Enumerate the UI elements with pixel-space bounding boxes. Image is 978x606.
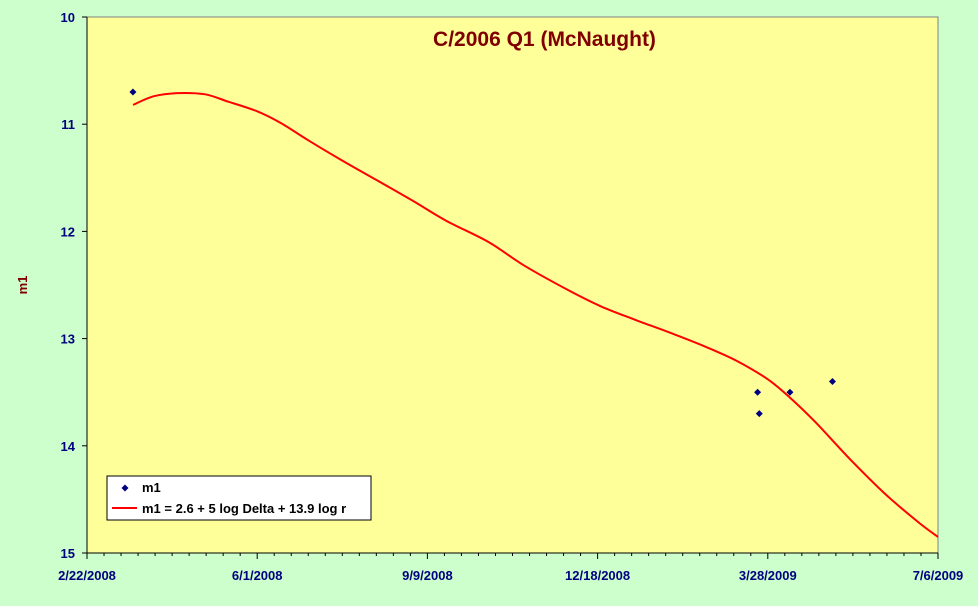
x-tick-label: 7/6/2009 <box>913 568 964 583</box>
series-line-fit <box>132 91 939 538</box>
plot-area <box>86 16 939 554</box>
legend-entry-line: m1 = 2.6 + 5 log Delta + 13.9 log r <box>112 501 346 516</box>
axes: 10 11 12 13 14 15 2/22/2008 6/1/2008 9/9/2008 12/… <box>58 10 963 583</box>
legend-label-points: m1 <box>142 480 161 495</box>
data-point-1 <box>754 388 762 396</box>
data-point-3 <box>786 388 794 396</box>
data-point-4 <box>828 377 836 385</box>
x-tick-label: 12/18/2008 <box>565 568 630 583</box>
legend-box <box>106 475 372 521</box>
legend-label-line: m1 = 2.6 + 5 log Delta + 13.9 log r <box>142 501 346 516</box>
y-tick-label: 14 <box>61 439 76 454</box>
chart-marks <box>129 88 939 538</box>
y-tick-label: 13 <box>61 332 75 347</box>
x-tick-label: 9/9/2008 <box>402 568 453 583</box>
x-tick-label: 2/22/2008 <box>58 568 116 583</box>
y-axis-label: m1 <box>15 276 30 295</box>
y-tick-label: 12 <box>61 224 75 239</box>
y-tick-label: 11 <box>61 117 75 132</box>
x-tick-label: 6/1/2008 <box>232 568 283 583</box>
x-tick-label: 3/28/2009 <box>739 568 797 583</box>
legend-marker-diamond <box>121 484 129 492</box>
y-tick-label: 10 <box>61 10 75 25</box>
y-tick-label: 15 <box>61 546 75 561</box>
chart-title: C/2006 Q1 (McNaught) <box>433 28 656 51</box>
data-point-0 <box>129 88 137 96</box>
legend: m1 m1 = 2.6 + 5 log Delta + 13.9 log r <box>106 475 372 521</box>
data-point-2 <box>755 410 763 418</box>
legend-entry-points: m1 <box>121 480 161 495</box>
